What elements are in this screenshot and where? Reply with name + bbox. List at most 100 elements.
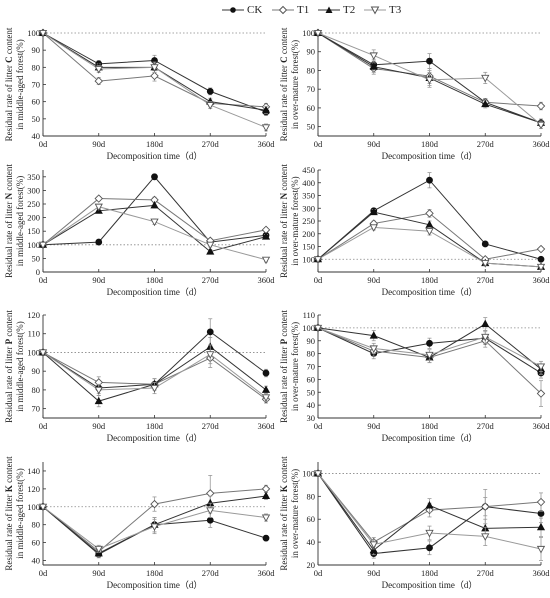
data-point	[206, 351, 215, 359]
data-point	[261, 385, 271, 393]
series-t3	[313, 470, 546, 561]
data-point	[94, 76, 103, 86]
series-t3	[38, 502, 271, 554]
y-tick-label: 80	[32, 385, 41, 395]
y-tick-label: 200	[302, 229, 315, 239]
x-tick-label: 0d	[39, 568, 48, 578]
legend: CK T1 T2 T3	[0, 2, 550, 18]
x-tick-label: 360d	[533, 139, 550, 149]
data-point	[536, 121, 546, 130]
x-tick-label: 0d	[314, 421, 323, 431]
x-tick-label: 360d	[258, 275, 276, 285]
y-tick-label: 100	[27, 240, 40, 250]
data-point	[536, 101, 546, 111]
series-t3	[313, 324, 546, 373]
data-point	[261, 394, 271, 402]
series-t1	[38, 475, 271, 556]
y-axis-label: in middle-aged forest(%)	[15, 468, 25, 558]
x-axis-label: Decomposition time（d）	[382, 151, 478, 161]
y-axis-label: in middle-aged forest(%)	[15, 39, 25, 129]
y-axis-label: in over-mature forest(%)	[290, 40, 300, 129]
x-tick-label: 360d	[258, 421, 276, 431]
x-axis-label: Decomposition time（d）	[107, 433, 203, 443]
y-axis-label: in middle-aged forest(%)	[15, 176, 25, 266]
y-tick-label: 50	[32, 114, 41, 124]
data-point	[94, 194, 103, 203]
data-point	[425, 501, 434, 509]
x-tick-label: 360d	[533, 275, 550, 285]
x-tick-label: 90d	[367, 139, 381, 149]
data-point	[426, 57, 433, 65]
x-tick-label: 0d	[314, 275, 323, 285]
y-tick-label: 100	[302, 254, 315, 264]
data-point	[150, 218, 159, 227]
x-tick-label: 90d	[92, 568, 106, 578]
x-axis-label: Decomposition time（d）	[107, 287, 203, 297]
series-line	[42, 176, 267, 246]
y-tick-label: 300	[302, 203, 315, 213]
panel-2: 50 60 70 80 90 100 0d 90d 180d 270d 360d Decomposit…	[279, 27, 550, 161]
y-tick-label: 80	[32, 62, 41, 72]
series-t1	[313, 28, 546, 111]
y-tick-label: 90	[307, 336, 316, 346]
x-tick-label: 180d	[146, 275, 164, 285]
data-point	[151, 173, 158, 181]
panel-1: 40 50 60 70 80 90 100 0d 90d 180d 270d 360d Decompos…	[4, 27, 275, 161]
y-axis-label: Residual rate of litter C content	[4, 27, 14, 141]
legend-label-t2: T2	[343, 4, 356, 16]
x-axis-label: Decomposition time（d）	[107, 151, 203, 161]
y-tick-label: 100	[302, 468, 315, 478]
x-tick-label: 90d	[367, 275, 381, 285]
x-tick-label: 270d	[477, 139, 495, 149]
data-point	[481, 74, 490, 83]
y-tick-label: 250	[302, 216, 315, 226]
y-tick-label: 100	[302, 28, 315, 38]
data-point	[94, 386, 103, 395]
data-point	[425, 529, 434, 538]
series-line	[317, 211, 542, 268]
panel-8: 20 40 60 80 100 0d 90d 180d 270d 360d Decompositio…	[279, 456, 550, 590]
data-point	[536, 263, 546, 272]
data-point	[536, 497, 546, 507]
x-tick-label: 180d	[146, 568, 164, 578]
series-t3	[38, 344, 271, 402]
y-tick-label: 70	[307, 362, 316, 372]
y-tick-label: 100	[27, 347, 40, 357]
data-point	[261, 491, 271, 500]
x-tick-label: 90d	[367, 421, 381, 431]
y-tick-label: 100	[27, 502, 40, 512]
x-tick-label: 90d	[92, 421, 106, 431]
data-point	[95, 238, 103, 246]
data-point	[38, 29, 48, 38]
y-axis-label: Residual rate of litter N content	[279, 164, 289, 278]
y-tick-label: 100	[27, 28, 40, 38]
y-tick-label: 60	[32, 97, 41, 107]
x-tick-label: 90d	[92, 275, 106, 285]
data-point	[313, 256, 323, 264]
series-line	[317, 212, 542, 260]
data-point	[481, 240, 489, 248]
y-tick-label: 120	[27, 310, 40, 320]
y-axis-label: in over-mature forest(%)	[290, 322, 300, 411]
legend-label-t1: T1	[297, 4, 310, 16]
data-point	[426, 176, 433, 184]
data-point	[150, 200, 159, 209]
x-tick-label: 270d	[202, 139, 220, 149]
y-tick-label: 90	[307, 47, 316, 57]
y-tick-label: 400	[302, 178, 315, 188]
data-point	[313, 470, 323, 478]
data-point	[206, 241, 215, 250]
data-point	[481, 260, 490, 268]
y-axis-label: Residual rate of litter K content	[279, 456, 289, 571]
x-tick-label: 0d	[39, 421, 48, 431]
y-tick-label: 450	[302, 165, 315, 175]
diamond-open-icon	[272, 5, 294, 15]
circle-filled-icon	[222, 7, 244, 13]
y-tick-label: 110	[28, 329, 40, 339]
data-point	[369, 545, 378, 554]
y-tick-label: 110	[303, 310, 315, 320]
data-point	[425, 228, 434, 236]
data-point	[537, 255, 545, 263]
y-tick-label: 60	[307, 103, 316, 113]
series-line	[42, 206, 267, 261]
